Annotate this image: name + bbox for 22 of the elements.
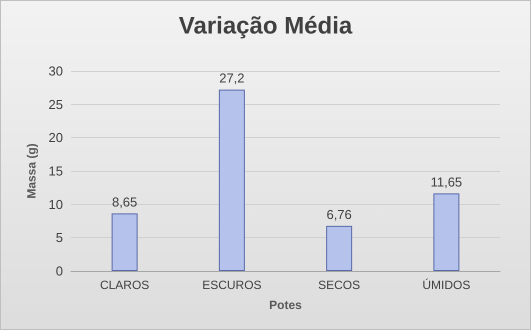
bar xyxy=(218,90,245,271)
data-label: 27,2 xyxy=(219,70,245,86)
bar xyxy=(112,213,138,271)
y-axis-title: Massa (g) xyxy=(24,143,39,199)
y-tick-label: 10 xyxy=(48,196,63,212)
chart-title: Variação Média xyxy=(178,12,353,40)
x-axis-title: Potes xyxy=(269,298,302,312)
x-tick-label: ESCUROS xyxy=(202,278,262,292)
data-label: 6,76 xyxy=(326,206,352,222)
y-tick-label: 0 xyxy=(56,264,63,278)
y-tick-label: 30 xyxy=(48,64,63,78)
y-tick-label: 15 xyxy=(48,164,63,178)
y-tick-label: 5 xyxy=(56,230,63,246)
y-tick-label: 25 xyxy=(48,96,63,112)
data-label: 11,65 xyxy=(430,174,462,190)
x-tick-label: SECOS xyxy=(318,278,360,292)
bar xyxy=(433,193,460,271)
x-tick-label: ÚMIDOS xyxy=(422,278,470,292)
data-label: 8,65 xyxy=(112,194,138,210)
x-tick-label: CLAROS xyxy=(100,278,150,292)
bar xyxy=(326,226,352,271)
y-tick-label: 20 xyxy=(48,130,63,146)
